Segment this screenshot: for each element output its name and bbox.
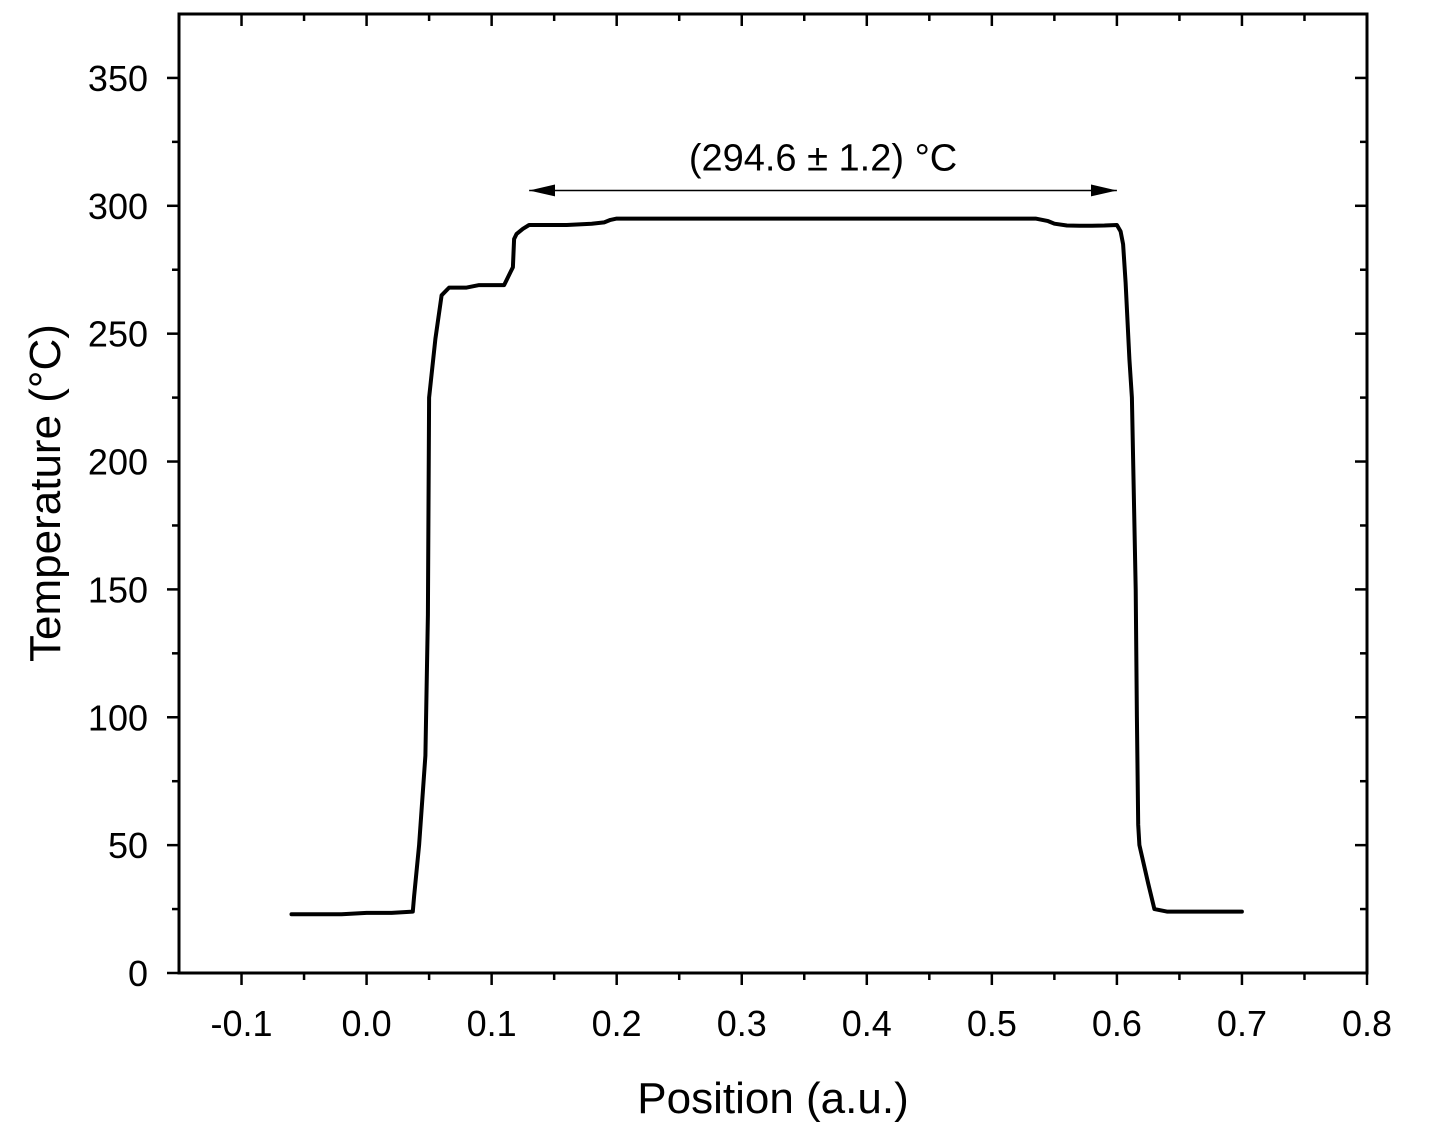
y-tick-label: 150 bbox=[88, 569, 148, 610]
x-tick-label: 0.3 bbox=[717, 1003, 767, 1044]
series-line bbox=[289, 216, 1244, 917]
x-axis-title: Position (a.u.) bbox=[637, 1074, 908, 1123]
x-tick-label: 0.6 bbox=[1092, 1003, 1142, 1044]
x-tick-label: 0.4 bbox=[842, 1003, 892, 1044]
x-tick-label: 0.1 bbox=[467, 1003, 517, 1044]
x-tick-label: 0.5 bbox=[967, 1003, 1017, 1044]
x-tick-label: 0.2 bbox=[592, 1003, 642, 1044]
axis-ticks bbox=[167, 14, 1369, 985]
x-tick-label: -0.1 bbox=[211, 1003, 273, 1044]
y-tick-label: 100 bbox=[88, 697, 148, 738]
y-tick-label: 250 bbox=[88, 314, 148, 355]
y-tick-label: 0 bbox=[128, 953, 148, 994]
y-axis-title: Temperature (°C) bbox=[21, 324, 70, 662]
x-tick-label: 0.0 bbox=[342, 1003, 392, 1044]
x-tick-label: 0.7 bbox=[1217, 1003, 1267, 1044]
y-tick-label: 300 bbox=[88, 186, 148, 227]
y-tick-label: 200 bbox=[88, 442, 148, 483]
axis-tick-labels: -0.1 0.0 0.1 0.2 0.3 0.4 0.5 0.6 0.7 0.8 0 50 100 150… bbox=[88, 58, 1392, 1044]
y-tick-label: 350 bbox=[88, 58, 148, 99]
plateau-annotation: (294.6 ± 1.2) °C bbox=[689, 137, 957, 179]
x-tick-label: 0.8 bbox=[1342, 1003, 1392, 1044]
y-tick-label: 50 bbox=[108, 825, 148, 866]
plot-frame bbox=[177, 12, 1369, 975]
